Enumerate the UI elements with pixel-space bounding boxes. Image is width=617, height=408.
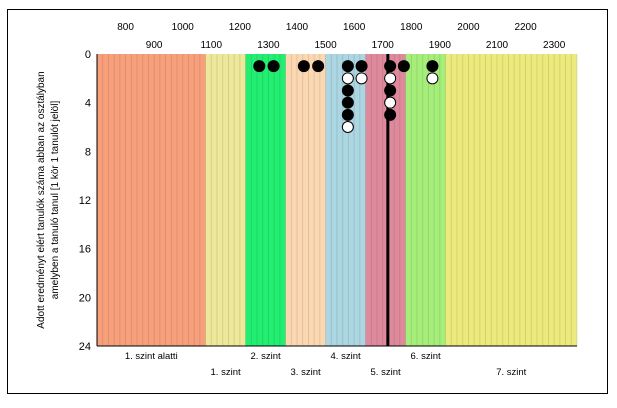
open-point — [341, 121, 354, 133]
x-tick-label: 1900 — [429, 40, 452, 51]
band-label: 7. szint — [496, 367, 526, 378]
x-tick-label: 1100 — [201, 40, 223, 51]
x-tick-label: 2200 — [514, 22, 537, 33]
filled-point — [341, 96, 354, 109]
x-tick-label: 2300 — [543, 40, 566, 51]
chart-frame: 800 1000 1200 1400 1600 1800 2000 2200 900 1100 13… — [7, 9, 608, 394]
x-tick-label: 1500 — [314, 40, 337, 51]
band-8 — [445, 54, 577, 346]
x-tick-label: 1000 — [172, 22, 195, 33]
filled-point — [384, 60, 397, 73]
y-tick-label: 24 — [79, 341, 91, 353]
open-point — [355, 72, 368, 85]
y-tick-label: 16 — [79, 244, 91, 256]
filled-point — [341, 108, 354, 121]
open-point — [341, 72, 354, 85]
x-tick-label: 2000 — [457, 22, 480, 33]
x-tick-label: 1300 — [257, 40, 280, 51]
y-tick-label: 8 — [85, 146, 91, 158]
filled-point — [341, 84, 354, 97]
x-tick-label: 1800 — [400, 22, 423, 33]
band-7 — [405, 54, 446, 346]
x-tick-label: 1600 — [343, 22, 366, 33]
y-axis-label: Adott eredményt elért tanulók száma abba… — [36, 71, 61, 328]
x-tick-label: 800 — [117, 22, 134, 33]
filled-point — [384, 108, 397, 121]
band-label: 5. szint — [371, 367, 401, 378]
y-tick-label: 20 — [79, 292, 91, 304]
x-tick-label: 1700 — [372, 40, 395, 51]
band-label: 1. szint — [211, 367, 241, 378]
filled-point — [267, 60, 280, 73]
band-label: 4. szint — [331, 351, 361, 362]
band-label: 1. szint alatti — [125, 351, 178, 362]
y-axis-label-line1: Adott eredményt elért tanulók száma abba… — [36, 71, 47, 328]
open-point — [426, 72, 439, 85]
chart-svg: 800 1000 1200 1400 1600 1800 2000 2200 900 1100 13… — [36, 22, 578, 378]
x-tick-label: 1200 — [229, 22, 252, 33]
y-tick-label: 0 — [85, 49, 91, 61]
band-label: 6. szint — [411, 351, 441, 362]
filled-point — [312, 60, 325, 73]
filled-point — [355, 60, 368, 73]
level-band-labels: 1. szint alatti 1. szint 2. szint 3. szint 4… — [125, 351, 527, 378]
y-axis-ticks: 0 4 8 12 16 20 24 — [79, 49, 91, 353]
level-bands — [97, 54, 577, 346]
filled-point — [384, 84, 397, 97]
open-point — [384, 72, 397, 85]
band-4 — [285, 54, 326, 346]
x-tick-label: 2100 — [486, 40, 509, 51]
y-axis-label-line2: amelyben a tanuló tanul [1 kör 1 tanulót… — [50, 101, 61, 300]
filled-point — [341, 60, 354, 73]
filled-point — [426, 60, 439, 73]
open-point — [384, 96, 397, 109]
data-points — [253, 60, 439, 133]
band-label: 2. szint — [251, 351, 281, 362]
band-label: 3. szint — [291, 367, 321, 378]
x-tick-label: 1400 — [286, 22, 309, 33]
x-tick-label: 900 — [146, 40, 163, 51]
band-1 — [97, 54, 206, 346]
y-tick-label: 12 — [79, 195, 91, 207]
filled-point — [397, 60, 410, 73]
filled-point — [297, 60, 310, 73]
band-3 — [245, 54, 286, 346]
x-axis-ticks: 800 1000 1200 1400 1600 1800 2000 2200 900 1100 13… — [117, 22, 565, 51]
filled-point — [253, 60, 266, 73]
y-tick-label: 4 — [85, 98, 91, 110]
band-2 — [205, 54, 246, 346]
plot-border — [96, 54, 577, 347]
